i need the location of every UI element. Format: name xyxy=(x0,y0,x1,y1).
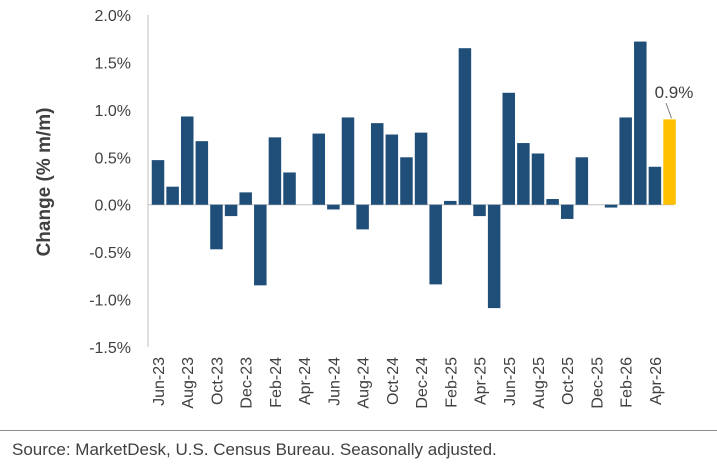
bar xyxy=(575,157,589,205)
x-tick-label: Apr-26 xyxy=(648,357,665,405)
x-tick-label: Dec-24 xyxy=(414,357,431,409)
x-tick-label: Feb-25 xyxy=(443,357,460,408)
y-tick-label: 2.0% xyxy=(95,8,131,25)
bar xyxy=(356,204,369,230)
bar xyxy=(502,92,516,205)
bar xyxy=(619,117,632,205)
bar xyxy=(414,132,428,205)
bar xyxy=(224,204,238,217)
y-tick-label: 0.5% xyxy=(95,150,131,167)
bar xyxy=(385,134,399,205)
y-tick-label: -0.5% xyxy=(89,245,131,262)
bar xyxy=(341,117,355,205)
bar-chart: Change (% m/m) 2.0% 1.5% 1.0% 0.5% 0.0% -0.5%… xyxy=(34,8,694,409)
highlight-bar xyxy=(663,119,676,205)
bar xyxy=(312,133,326,205)
x-tick-label: Apr-24 xyxy=(297,357,314,405)
y-tick-label: -1.5% xyxy=(89,340,131,357)
bar xyxy=(283,172,296,205)
bar-series xyxy=(151,41,676,309)
bar xyxy=(180,116,194,205)
x-tick-label: Jun-25 xyxy=(502,357,519,406)
bar xyxy=(444,200,457,205)
source-note: Source: MarketDesk, U.S. Census Bureau. … xyxy=(12,440,497,459)
bar xyxy=(268,137,282,205)
bar xyxy=(254,204,267,286)
x-tick-label: Oct-24 xyxy=(385,357,402,405)
highlight-leader-line xyxy=(665,102,672,119)
x-tick-label: Aug-24 xyxy=(356,357,373,409)
bar xyxy=(195,141,209,205)
bar xyxy=(604,204,618,208)
x-axis-ticks: Jun-23 Aug-23 Oct-23 Dec-23 Feb-24 Apr-24 Jun-… xyxy=(151,357,665,409)
bar xyxy=(370,123,384,205)
bar xyxy=(487,204,501,309)
y-axis-ticks: 2.0% 1.5% 1.0% 0.5% 0.0% -0.5% -1.0% -1.5% xyxy=(89,8,131,357)
x-tick-label: Feb-24 xyxy=(268,357,285,408)
source-divider xyxy=(0,430,717,431)
bar xyxy=(473,204,486,217)
bar xyxy=(327,204,340,210)
x-tick-label: Jun-24 xyxy=(326,357,343,406)
y-tick-label: 1.5% xyxy=(95,55,131,72)
annotations: 0.9% xyxy=(655,83,694,119)
bar xyxy=(210,204,223,250)
x-tick-label: Jun-23 xyxy=(151,357,168,406)
x-tick-label: Oct-25 xyxy=(560,357,577,405)
y-tick-label: -1.0% xyxy=(89,293,131,310)
bar xyxy=(546,199,559,205)
y-tick-label: 1.0% xyxy=(95,103,131,120)
x-tick-label: Apr-25 xyxy=(473,357,490,405)
x-tick-label: Dec-23 xyxy=(239,357,256,409)
x-tick-label: Feb-26 xyxy=(619,357,636,408)
bar xyxy=(517,143,530,205)
bar xyxy=(648,166,662,205)
y-tick-label: 0.0% xyxy=(95,198,131,215)
bar xyxy=(458,48,472,205)
bar xyxy=(400,157,413,205)
bar xyxy=(239,192,252,205)
bar xyxy=(429,204,442,285)
bar xyxy=(531,153,545,205)
bar xyxy=(560,204,574,219)
x-tick-label: Dec-25 xyxy=(589,357,606,409)
y-axis-label: Change (% m/m) xyxy=(34,108,55,257)
x-tick-label: Aug-23 xyxy=(180,357,197,409)
x-tick-label: Aug-25 xyxy=(531,357,548,409)
bar xyxy=(151,160,165,205)
x-tick-label: Oct-23 xyxy=(209,357,226,405)
bar xyxy=(634,41,647,205)
highlight-data-label: 0.9% xyxy=(655,83,694,102)
bar xyxy=(166,186,179,205)
